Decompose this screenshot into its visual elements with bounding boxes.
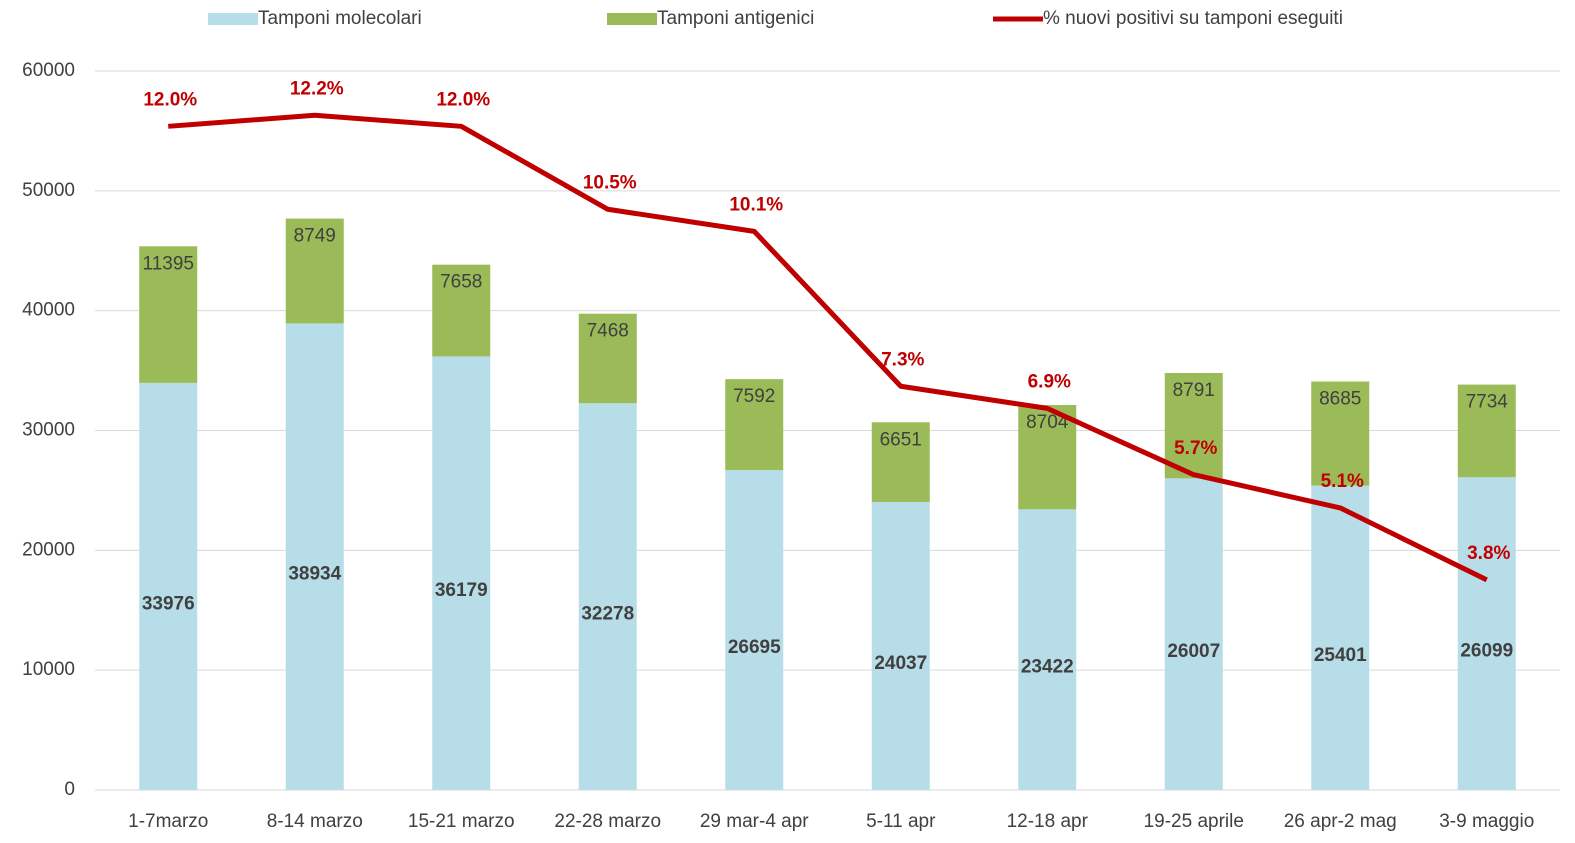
bar-label: 38934 (288, 564, 341, 585)
y-tick-label: 50000 (22, 180, 75, 201)
line-label: 12.0% (143, 89, 197, 110)
bar (1457, 384, 1516, 478)
y-tick-label: 10000 (22, 659, 75, 680)
bar-label: 11395 (143, 253, 194, 274)
x-tick-label: 5-11 apr (866, 811, 936, 832)
line-label: 3.8% (1467, 543, 1510, 564)
y-tick-label: 40000 (22, 300, 75, 321)
bar-label: 7734 (1466, 392, 1509, 413)
bar-label: 7592 (733, 386, 775, 407)
bar-label: 26007 (1167, 641, 1220, 662)
x-tick-label: 12-18 apr (1007, 811, 1089, 832)
x-tick-label: 26 apr-2 mag (1284, 811, 1397, 832)
bar (1164, 478, 1223, 790)
x-tick-label: 8-14 marzo (267, 811, 363, 832)
y-tick-label: 0 (64, 779, 75, 800)
line-label: 12.2% (290, 78, 344, 99)
x-tick-label: 29 mar-4 apr (700, 811, 809, 832)
bar-label: 23422 (1021, 657, 1074, 678)
bar-label: 26695 (728, 637, 781, 658)
bar (1311, 485, 1370, 790)
bar (1311, 381, 1370, 486)
bar-label: 26099 (1460, 641, 1513, 662)
line-label: 5.1% (1321, 471, 1364, 492)
bar (432, 356, 491, 790)
y-tick-label: 30000 (22, 420, 75, 441)
bar-label: 8791 (1173, 380, 1215, 401)
bar (285, 218, 344, 324)
x-tick-label: 1-7marzo (128, 811, 208, 832)
x-tick-label: 3-9 maggio (1439, 811, 1534, 832)
line-label: 12.0% (436, 89, 490, 110)
x-tick-label: 19-25 aprile (1144, 811, 1244, 832)
legend-label: % nuovi positivi su tamponi eseguiti (1043, 8, 1343, 29)
bar (578, 403, 637, 790)
line-label: 10.5% (583, 172, 637, 193)
bar-label: 6651 (880, 429, 922, 450)
y-tick-label: 20000 (22, 539, 75, 560)
legend-label: Tamponi antigenici (657, 8, 814, 29)
x-tick-label: 15-21 marzo (408, 811, 515, 832)
bar (1164, 373, 1223, 479)
bar-label: 8685 (1319, 389, 1361, 410)
bar-label: 33976 (142, 593, 195, 614)
line-label: 10.1% (729, 194, 783, 215)
bar (432, 264, 491, 357)
line (168, 112, 1488, 583)
bar-label: 36179 (435, 580, 488, 601)
bar-label: 8749 (294, 226, 336, 247)
legend-swatch (208, 13, 258, 25)
bar-label: 7658 (440, 272, 482, 293)
legend-swatch (607, 13, 657, 25)
bar (1018, 405, 1077, 510)
bar-label: 7468 (587, 321, 629, 342)
line-label: 5.7% (1174, 438, 1217, 459)
y-tick-label: 60000 (22, 60, 75, 81)
line-label: 6.9% (1028, 371, 1071, 392)
bar (1018, 509, 1077, 790)
legend-label: Tamponi molecolari (258, 8, 422, 29)
x-tick-label: 22-28 marzo (554, 811, 661, 832)
line-label: 7.3% (881, 349, 924, 370)
bar (725, 470, 784, 790)
bar (285, 323, 344, 790)
bar (1457, 477, 1516, 790)
bar (725, 379, 784, 471)
bar-label: 25401 (1314, 645, 1367, 666)
bar (139, 246, 198, 383)
bar (871, 422, 930, 502)
bar (871, 501, 930, 790)
bar (578, 313, 637, 404)
bar (139, 382, 198, 790)
bar-label: 24037 (874, 653, 927, 674)
bar-label: 8704 (1026, 412, 1069, 433)
bar-label: 32278 (581, 604, 634, 625)
